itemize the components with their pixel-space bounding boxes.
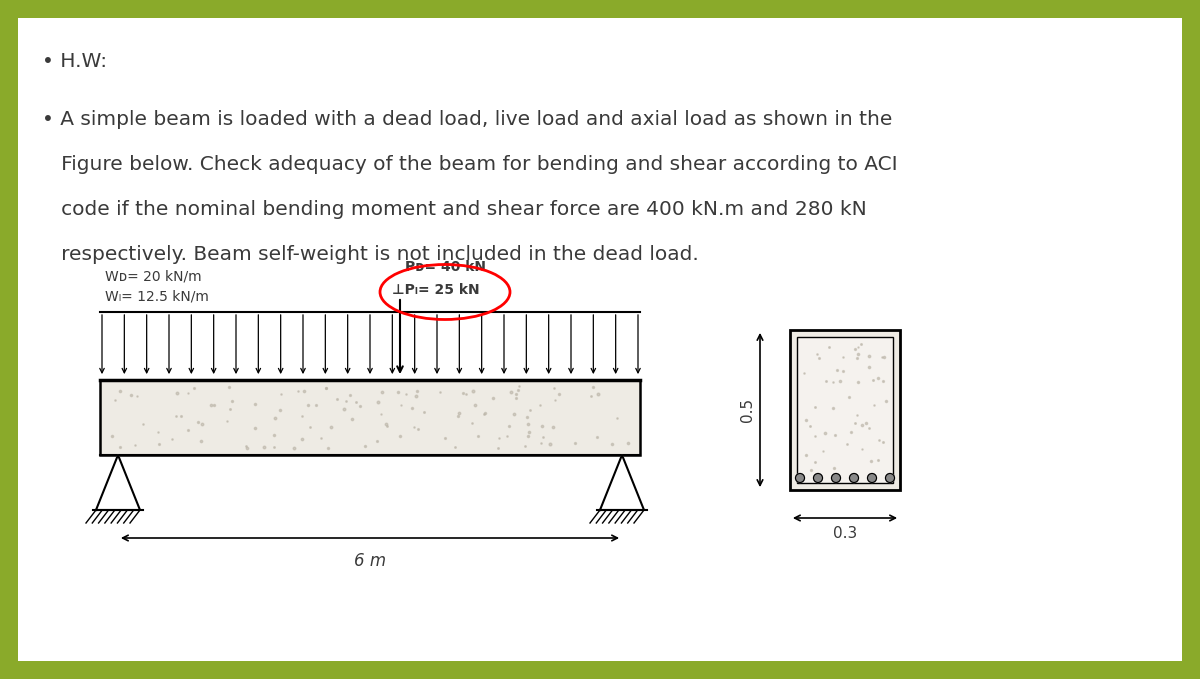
Text: Wᴅ= 20 kN/m: Wᴅ= 20 kN/m: [106, 270, 202, 284]
Text: respectively. Beam self-weight is not included in the dead load.: respectively. Beam self-weight is not in…: [42, 245, 698, 264]
Text: Pᴅ= 40 kN: Pᴅ= 40 kN: [406, 260, 486, 274]
Text: ⊥Pₗ= 25 kN: ⊥Pₗ= 25 kN: [392, 283, 480, 297]
Circle shape: [814, 473, 822, 483]
Circle shape: [868, 473, 876, 483]
Text: 6 m: 6 m: [354, 552, 386, 570]
Circle shape: [832, 473, 840, 483]
FancyBboxPatch shape: [18, 18, 1182, 661]
Text: 0.5: 0.5: [740, 398, 755, 422]
Circle shape: [850, 473, 858, 483]
Text: code if the nominal bending moment and shear force are 400 kN.m and 280 kN: code if the nominal bending moment and s…: [42, 200, 866, 219]
Text: • A simple beam is loaded with a dead load, live load and axial load as shown in: • A simple beam is loaded with a dead lo…: [42, 110, 893, 129]
Text: 0.3: 0.3: [833, 526, 857, 541]
Text: • H.W:: • H.W:: [42, 52, 107, 71]
Bar: [797, 337, 893, 483]
Polygon shape: [96, 455, 140, 510]
Bar: [100, 380, 640, 455]
Circle shape: [796, 473, 804, 483]
Text: Figure below. Check adequacy of the beam for bending and shear according to ACI: Figure below. Check adequacy of the beam…: [42, 155, 898, 174]
Circle shape: [886, 473, 894, 483]
Bar: [790, 330, 900, 490]
Polygon shape: [600, 455, 644, 510]
Text: Wₗ= 12.5 kN/m: Wₗ= 12.5 kN/m: [106, 290, 209, 304]
